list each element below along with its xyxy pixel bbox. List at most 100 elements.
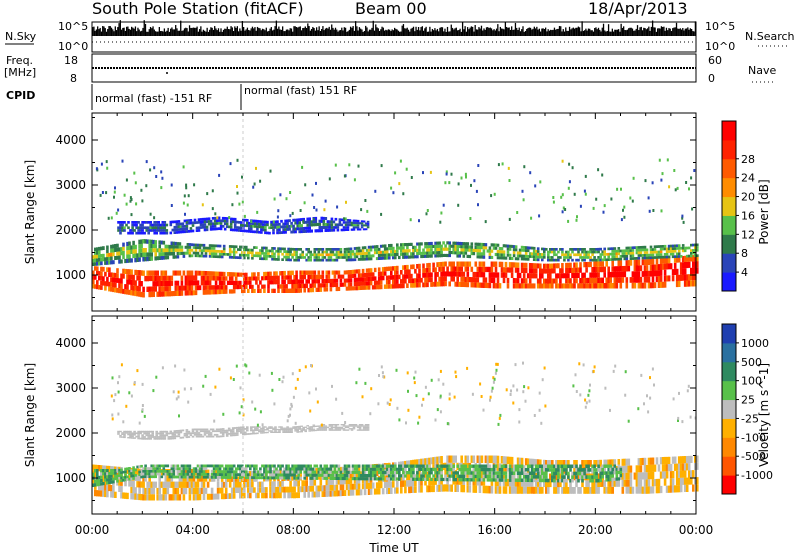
- heatmap-cell: [196, 246, 200, 250]
- heatmap-cell: [325, 274, 329, 279]
- heatmap-cell: [129, 433, 132, 436]
- heatmap-cell: [512, 278, 516, 284]
- heatmap-cell: [173, 430, 177, 432]
- heatmap-cell: [274, 427, 277, 429]
- heatmap-cell: [420, 242, 423, 246]
- heatmap-cell: [131, 223, 134, 227]
- nsky-bar: [387, 29, 390, 36]
- heatmap-cell: [348, 223, 352, 227]
- nsky-bar: [195, 27, 197, 36]
- heatmap-cell: [100, 271, 103, 276]
- heatmap-cell: [297, 248, 300, 251]
- heatmap-cell: [169, 223, 173, 227]
- nsky-bar: [390, 31, 392, 36]
- heatmap-cell: [617, 257, 621, 261]
- heatmap-cell: [685, 484, 689, 492]
- heatmap-cell: [232, 250, 236, 254]
- heatmap-cell: [142, 252, 145, 257]
- heatmap-cell: [267, 249, 270, 253]
- heatmap-cell: [243, 288, 246, 293]
- heatmap-cell: [100, 276, 103, 281]
- heatmap-cell: [243, 251, 246, 254]
- heatmap-cell: [339, 490, 343, 497]
- nsky-bar: [612, 31, 615, 36]
- heatmap-cell: [255, 280, 258, 285]
- heatmap-cell: [671, 244, 675, 248]
- heatmap-cell: [209, 228, 213, 231]
- heatmap-cell: [200, 270, 204, 276]
- heatmap-cell: [233, 432, 237, 435]
- heatmap-cell: [567, 273, 570, 279]
- heatmap-cell: [543, 459, 546, 467]
- heatmap-cell: [442, 266, 445, 272]
- heatmap-cell: [274, 431, 277, 433]
- nsky-bar: [672, 28, 674, 36]
- heatmap-cell: [179, 429, 183, 432]
- heatmap-cell: [195, 433, 199, 436]
- heatmap-cell: [123, 430, 126, 433]
- heatmap-cell: [256, 228, 259, 231]
- heatmap-cell: [373, 245, 377, 249]
- heatmap-cell: [651, 282, 655, 289]
- heatmap-cell: [249, 284, 252, 289]
- heatmap-cell: [432, 478, 435, 486]
- heatmap-cell: [482, 272, 486, 278]
- heatmap-cell: [371, 276, 375, 281]
- heatmap-cell: [185, 429, 189, 431]
- heatmap-cell: [388, 481, 391, 488]
- heatmap-cell: [567, 283, 570, 289]
- heatmap-cell: [317, 287, 321, 292]
- nsky-bar: [187, 31, 189, 36]
- heatmap-cell: [442, 276, 445, 282]
- heatmap-cell: [366, 224, 370, 227]
- heatmap-cell: [635, 248, 639, 252]
- nsky-bar: [690, 28, 693, 36]
- heatmap-cell: [597, 283, 600, 289]
- heatmap-cell: [309, 480, 312, 486]
- heatmap-cell: [516, 278, 520, 284]
- heatmap-cell: [343, 248, 347, 251]
- heatmap-cell: [299, 283, 302, 289]
- heatmap-cell: [128, 474, 131, 481]
- heatmap-cell: [679, 255, 683, 258]
- heatmap-cell: [462, 242, 466, 246]
- heatmap-cell: [385, 469, 389, 476]
- heatmap-cell: [299, 274, 302, 280]
- heatmap-cell: [673, 463, 677, 471]
- heatmap-cell: [258, 220, 261, 223]
- heatmap-cell: [186, 270, 190, 276]
- heatmap-cell: [575, 267, 578, 273]
- heatmap-cell: [142, 487, 145, 495]
- heatmap-cell: [189, 221, 193, 225]
- heatmap-cell: [300, 230, 303, 234]
- heatmap-cell: [675, 255, 679, 258]
- heatmap-cell: [408, 255, 411, 259]
- heatmap-cell: [228, 255, 232, 259]
- heatmap-cell: [412, 249, 415, 253]
- heatmap-cell: [613, 466, 617, 473]
- heatmap-cell: [238, 226, 241, 230]
- heatmap-cell: [613, 252, 617, 256]
- heatmap-cell: [194, 280, 198, 286]
- heatmap-cell: [287, 279, 290, 285]
- heatmap-cell: [458, 271, 461, 277]
- heatmap-cell: [96, 266, 99, 271]
- heatmap-cell: [496, 283, 500, 289]
- nsky-bar: [132, 27, 134, 36]
- heatmap-cell: [262, 426, 265, 428]
- heatmap-cell: [327, 278, 331, 284]
- heatmap-cell: [303, 201, 306, 205]
- heatmap-cell: [239, 245, 242, 249]
- heatmap-cell: [240, 221, 243, 224]
- heatmap-cell: [332, 228, 336, 232]
- heatmap-cell: [136, 291, 139, 297]
- heatmap-cell: [174, 241, 178, 246]
- heatmap-cell: [450, 172, 453, 176]
- heatmap-cell: [164, 270, 168, 276]
- heatmap-cell: [438, 244, 441, 248]
- heatmap-cell: [313, 253, 317, 257]
- heatmap-cell: [647, 457, 651, 465]
- heatmap-cell: [490, 455, 494, 464]
- heatmap-cell: [343, 250, 347, 254]
- heatmap-cell: [194, 481, 198, 488]
